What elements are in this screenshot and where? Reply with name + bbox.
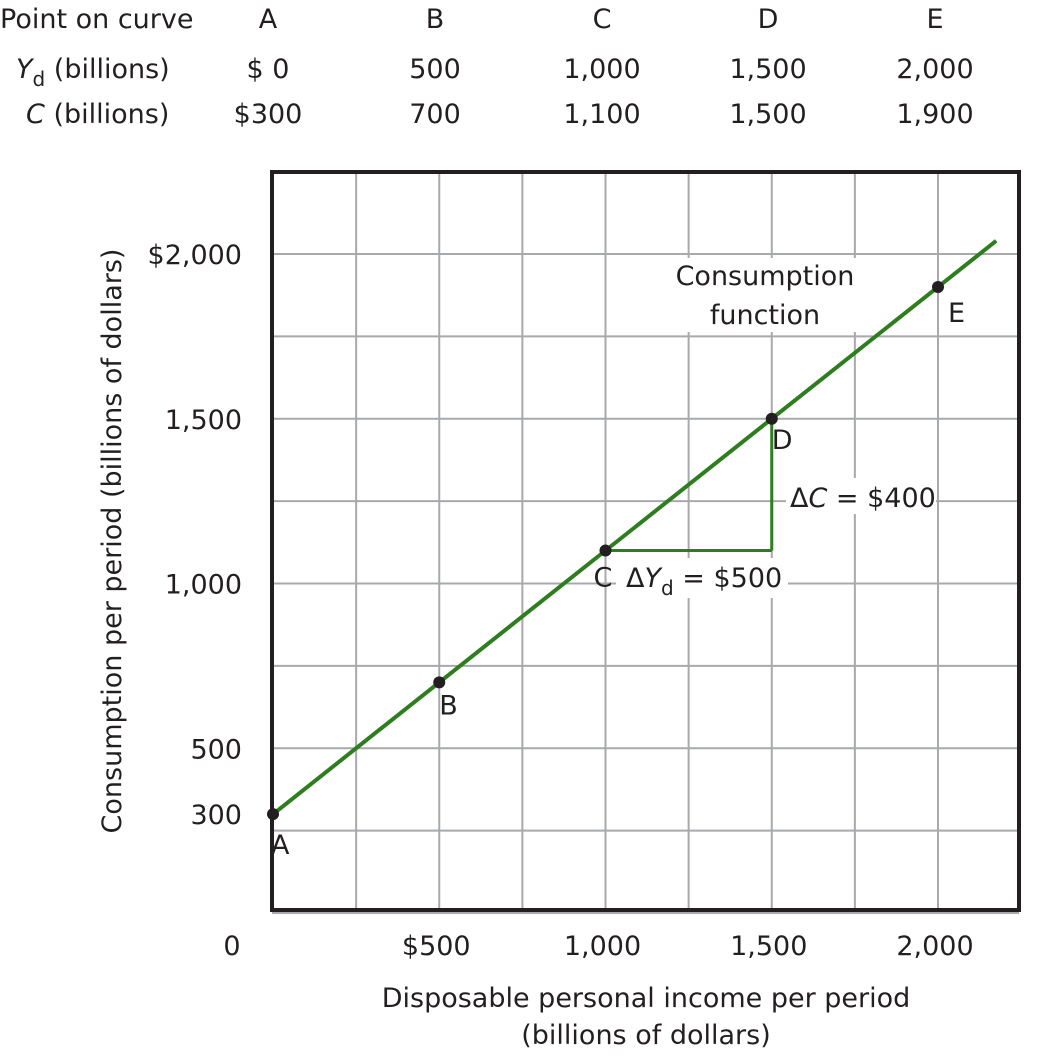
table-cell: 2,000 xyxy=(896,54,973,85)
table-cell: 500 xyxy=(409,54,461,85)
plot-frame xyxy=(270,170,1021,912)
table-cell: $ 0 xyxy=(247,54,290,85)
point-label-c: C xyxy=(594,563,613,594)
delta-c-annotation: ΔC = $400 xyxy=(790,483,936,514)
y-tick-label: 1,500 xyxy=(165,405,242,436)
series-label-knockout xyxy=(664,258,866,332)
point-label-a: A xyxy=(271,830,290,861)
table-cell: A xyxy=(259,4,278,35)
data-points xyxy=(267,280,944,821)
y-tick-label: 300 xyxy=(190,800,242,831)
x-axis-title-line2: (billions of dollars) xyxy=(521,1020,770,1051)
x-axis-title-line1: Disposable personal income per period xyxy=(382,983,911,1014)
table-row-label: Point on curve xyxy=(0,4,193,35)
table-cell: B xyxy=(426,4,445,35)
table-row-label: Yd (billions) xyxy=(16,54,170,91)
table-cell: 1,100 xyxy=(563,99,640,130)
point-label-d: D xyxy=(772,425,793,456)
table-cell: 1,900 xyxy=(896,99,973,130)
table-row-label-var: Y xyxy=(16,54,35,85)
series-lines xyxy=(271,239,998,816)
x-tick-label: $500 xyxy=(402,931,471,962)
table-cell: 1,500 xyxy=(729,54,806,85)
table-row-label-rest: (billions) xyxy=(45,99,170,130)
point-c xyxy=(599,544,612,557)
series-label-line1: Consumption xyxy=(676,261,855,292)
table-cell: 700 xyxy=(409,99,461,130)
table-row-label-rest: (billions) xyxy=(45,54,170,85)
y-tick-label: $2,000 xyxy=(148,240,242,271)
annotation-leaders xyxy=(616,258,936,598)
table-cell: E xyxy=(926,4,943,35)
table-cell: $300 xyxy=(234,99,303,130)
y-tick-labels: 300 500 1,000 1,500 $2,000 xyxy=(148,240,242,831)
x-tick-labels: 0 $500 1,000 1,500 2,000 xyxy=(223,931,973,962)
point-labels: A B C D E xyxy=(271,298,965,861)
table-row-label-sub: d xyxy=(33,67,46,91)
x-tick-label: 2,000 xyxy=(896,931,973,962)
y-axis-title: Consumption per period (billions of doll… xyxy=(97,249,128,834)
x-tick-label: 1,000 xyxy=(564,931,641,962)
x-tick-label: 0 xyxy=(223,931,240,962)
table-row-label-var: C xyxy=(26,99,45,130)
point-b xyxy=(433,676,446,689)
point-d xyxy=(765,412,778,425)
delta-yd-knockout xyxy=(616,558,788,598)
consumption-function-line xyxy=(271,239,998,816)
delta-yd-annotation: ΔYd = $500 xyxy=(626,563,782,600)
slope-triangle xyxy=(605,418,774,553)
delta-c-knockout xyxy=(786,478,936,514)
table-cell: D xyxy=(758,4,779,35)
table-cell: C xyxy=(593,4,612,35)
data-table: Point on curve A B C D E Yd (billions) $ 0 500 1,… xyxy=(0,4,974,130)
series-label-line2: function xyxy=(710,300,820,331)
point-label-e: E xyxy=(948,298,965,329)
point-e xyxy=(932,280,944,293)
table-cell: 1,500 xyxy=(729,99,806,130)
y-tick-label: 1,000 xyxy=(165,570,242,601)
table-cell: 1,000 xyxy=(563,54,640,85)
x-tick-label: 1,500 xyxy=(730,931,807,962)
point-label-b: B xyxy=(439,690,458,721)
y-tick-label: 500 xyxy=(190,734,242,765)
table-row-label: C (billions) xyxy=(26,99,169,130)
grid xyxy=(272,172,1019,914)
